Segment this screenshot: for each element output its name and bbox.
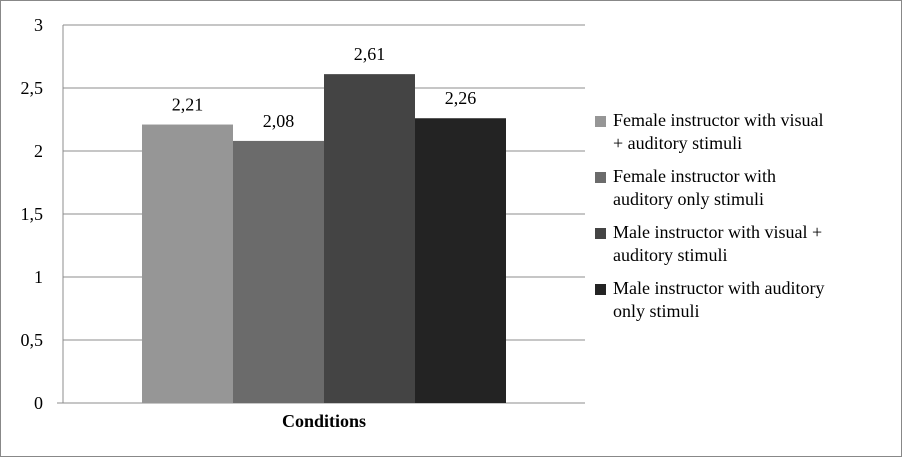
y-tick-label: 1,5 — [21, 204, 44, 224]
data-label: 2,08 — [263, 111, 295, 131]
legend-label-line-1: Male instructor with auditory — [613, 278, 825, 298]
legend-label-line-1: Female instructor with visual — [613, 110, 824, 130]
bar — [415, 118, 506, 404]
bar — [233, 140, 324, 404]
data-label: 2,21 — [172, 95, 204, 115]
legend: Female instructor with visual + auditory… — [595, 109, 895, 333]
x-axis-label: Conditions — [282, 411, 366, 431]
legend-label-line-1: Male instructor with visual + — [613, 222, 823, 242]
legend-label-line-2: only stimuli — [613, 301, 700, 321]
y-tick-label: 2 — [34, 141, 43, 161]
legend-label-line-1: Female instructor with — [613, 166, 776, 186]
legend-label-line-2: auditory stimuli — [613, 245, 728, 265]
legend-swatch — [595, 228, 606, 239]
legend-item-male-auditory-only: Male instructor with auditory only stimu… — [595, 277, 895, 323]
legend-swatch — [595, 172, 606, 183]
legend-swatch — [595, 284, 606, 295]
legend-item-female-visual-auditory: Female instructor with visual + auditory… — [595, 109, 895, 155]
bar — [324, 74, 415, 403]
y-tick-label: 2,5 — [21, 78, 44, 98]
legend-item-female-auditory-only: Female instructor with auditory only sti… — [595, 165, 895, 211]
legend-item-male-visual-auditory: Male instructor with visual + auditory s… — [595, 221, 895, 267]
data-label: 2,26 — [445, 88, 477, 108]
legend-label-line-2: + auditory stimuli — [613, 133, 743, 153]
data-label: 2,61 — [354, 44, 386, 64]
y-tick-label: 3 — [34, 15, 43, 35]
y-tick-label: 1 — [34, 267, 43, 287]
legend-label-line-2: auditory only stimuli — [613, 189, 764, 209]
y-tick-label: 0 — [34, 393, 43, 413]
bar — [142, 124, 233, 403]
y-tick-label: 0,5 — [21, 330, 44, 350]
legend-swatch — [595, 116, 606, 127]
